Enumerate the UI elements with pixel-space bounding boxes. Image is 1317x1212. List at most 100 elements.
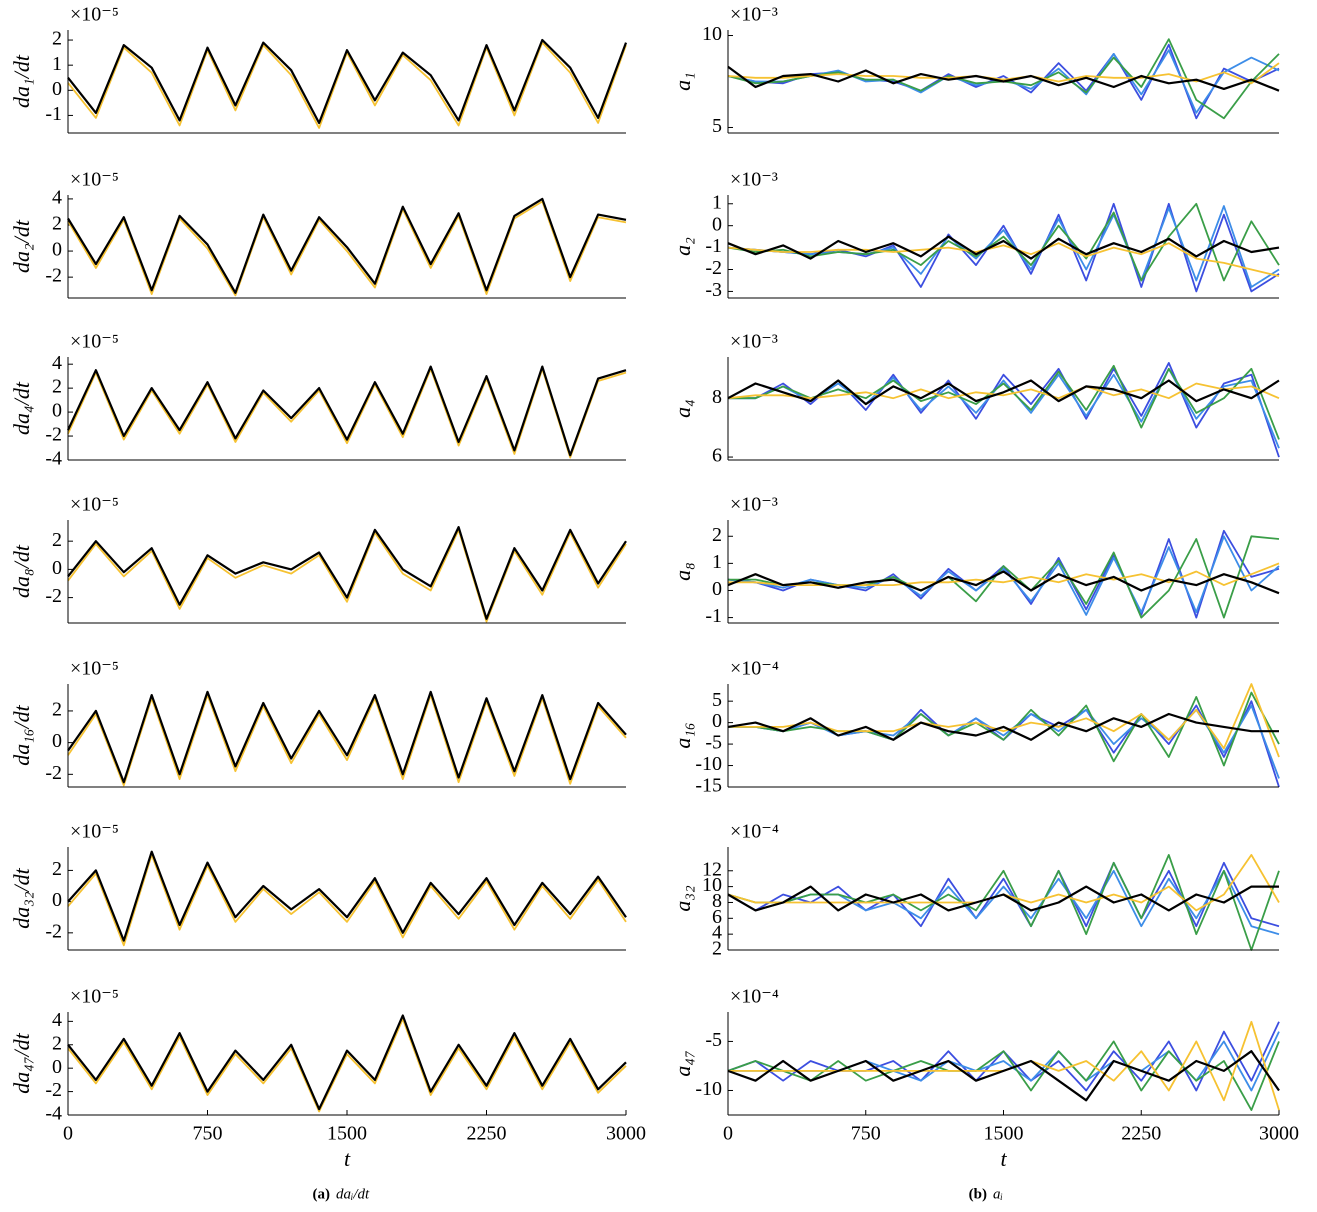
y-tick-label: 6 [712,906,722,928]
y-tick-label: 2 [712,938,722,960]
y-tick-label: 0 [52,239,62,261]
series-line [727,202,1280,282]
y-tick-label: 0 [712,213,722,235]
exponent-label: ×10⁻⁵ [70,169,119,191]
exponent-label: ×10⁻³ [730,494,778,516]
y-tick-label: 2 [52,28,62,50]
series-line [727,382,1280,400]
y-tick-label: 5 [712,115,722,137]
exponent-label: ×10⁻⁵ [70,4,119,26]
series-line [67,853,627,947]
series-line [728,535,1280,619]
x-tick-label: 1500 [984,1123,1024,1145]
series-line [727,379,1280,406]
x-tick-label: 1500 [327,1123,367,1145]
series-line [727,1050,1280,1102]
y-tick-label: 0 [52,557,62,579]
y-tick-label: 8 [712,890,722,912]
y-tick-label: 0 [712,710,722,732]
series-line [727,242,1280,277]
y-tick-label: -2 [45,585,62,607]
y-tick-label: -2 [45,762,62,784]
y-tick-label: -3 [705,279,722,301]
x-tick-label: 3000 [1259,1123,1299,1145]
y-tick-label: 0 [52,730,62,752]
series-line [728,691,1280,767]
series-line [728,367,1280,449]
exponent-label: ×10⁻³ [730,331,778,353]
x-tick-label: 750 [193,1123,223,1145]
series-line [67,529,627,623]
series-line [67,690,627,784]
y-tick-label: 4 [712,922,722,944]
y-axis-label: a₈ [670,562,695,581]
y-axis-label: da₄/dt [9,381,34,435]
y-tick-label: -2 [705,257,722,279]
y-tick-label: 10 [702,23,722,45]
exponent-label: ×10⁻⁴ [730,986,779,1008]
series-line [67,526,627,620]
y-tick-label: 10 [702,874,722,896]
x-axis-label: t [344,1146,351,1171]
series-line [727,235,1280,260]
series-line [67,368,627,459]
y-tick-label: 1 [712,551,722,573]
series-line [67,365,627,457]
series-line [727,1040,1280,1111]
series-line [727,712,1279,741]
x-tick-label: 2250 [467,1123,507,1145]
y-tick-label: -5 [705,1029,722,1051]
y-axis-label: a₁ [670,72,695,91]
y-axis-label: da₄₇/dt [9,1032,34,1093]
y-tick-label: 2 [52,529,62,551]
y-tick-label: 4 [52,187,62,209]
series-line [728,1020,1280,1111]
y-tick-label: -4 [45,1103,62,1125]
x-tick-label: 750 [851,1123,881,1145]
exponent-label: ×10⁻³ [730,169,778,191]
series-line [727,535,1280,616]
series-line [67,850,627,942]
y-tick-label: 2 [52,699,62,721]
y-axis-label: da₃₂/dt [9,867,34,928]
exponent-label: ×10⁻⁴ [730,821,779,843]
y-axis-label: da₁₆/dt [9,704,34,765]
series-line [67,200,627,297]
y-tick-label: -2 [45,265,62,287]
x-tick-label: 3000 [606,1123,646,1145]
x-tick-label: 0 [723,1123,733,1145]
series-line [727,529,1280,619]
x-axis-label: t [1000,1146,1007,1171]
y-tick-label: -1 [45,103,62,125]
y-tick-label: 5 [712,689,722,711]
series-line [727,65,1280,92]
caption-label: (a) [313,1186,331,1202]
y-tick-label: -5 [705,732,722,754]
y-tick-label: -2 [45,424,62,446]
y-tick-label: -2 [45,920,62,942]
y-tick-label: 6 [712,445,722,467]
series-line [727,570,1280,595]
y-axis-label: a₄₇ [670,1050,695,1076]
y-tick-label: 1 [712,191,722,213]
series-line [67,1018,627,1113]
y-tick-label: 4 [52,1009,62,1031]
y-tick-label: 2 [52,858,62,880]
series-line [67,197,627,294]
y-tick-label: -15 [695,775,722,797]
y-tick-label: 0 [52,78,62,100]
y-tick-label: 2 [52,1032,62,1054]
series-line [727,62,1280,85]
y-tick-label: -1 [705,605,722,627]
y-axis-label: a₂ [670,237,695,256]
exponent-label: ×10⁻⁵ [70,494,119,516]
y-tick-label: 8 [712,386,722,408]
y-axis-label: a₁₆ [670,722,695,748]
caption-text: aᵢ [993,1186,1003,1202]
series-line [727,885,1279,912]
exponent-label: ×10⁻⁵ [70,331,119,353]
y-tick-label: 0 [52,889,62,911]
exponent-label: ×10⁻⁵ [70,986,119,1008]
y-tick-label: 1 [52,53,62,75]
